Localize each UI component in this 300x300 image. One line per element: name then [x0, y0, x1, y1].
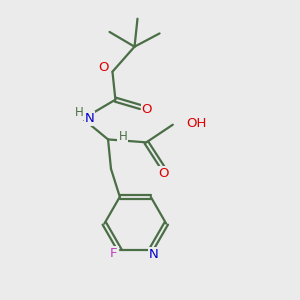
Text: H: H — [75, 106, 84, 119]
Text: OH: OH — [186, 117, 206, 130]
Text: N: N — [85, 112, 94, 125]
Text: O: O — [98, 61, 109, 74]
Text: N: N — [149, 248, 159, 261]
Text: F: F — [110, 247, 118, 260]
Text: H: H — [118, 130, 127, 143]
Text: O: O — [159, 167, 169, 180]
Text: O: O — [142, 103, 152, 116]
